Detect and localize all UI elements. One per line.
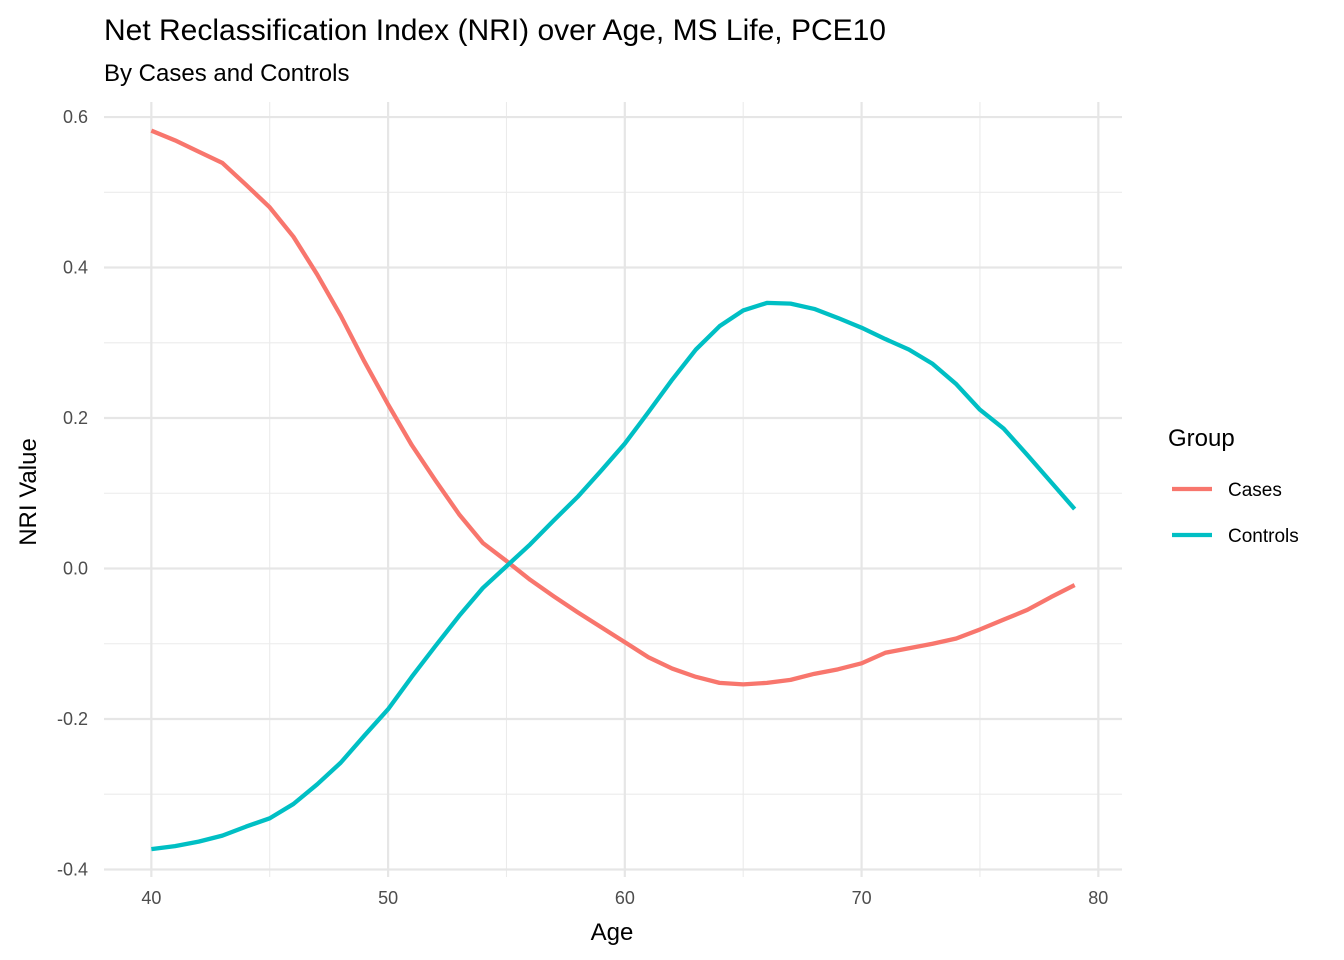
y-tick-label: -0.4 bbox=[57, 859, 88, 879]
y-axis-title: NRI Value bbox=[15, 438, 42, 546]
x-tick-label: 50 bbox=[378, 888, 398, 908]
x-axis-title: Age bbox=[591, 919, 634, 946]
y-tick-label: 0.6 bbox=[63, 107, 88, 127]
x-tick-label: 40 bbox=[141, 888, 161, 908]
series-line-cases bbox=[150, 128, 1076, 687]
y-axis-ticks: -0.4 -0.2 0.0 0.2 0.4 0.6 bbox=[57, 107, 88, 879]
grid-lines bbox=[104, 102, 1122, 877]
x-tick-label: 60 bbox=[615, 888, 635, 908]
chart-subtitle: By Cases and Controls bbox=[104, 60, 349, 87]
x-axis-ticks: 40 50 60 70 80 bbox=[141, 888, 1108, 908]
legend: Group Cases Controls bbox=[1168, 425, 1299, 547]
legend-label-cases: Cases bbox=[1228, 480, 1282, 501]
y-tick-label: 0.2 bbox=[63, 408, 88, 428]
y-tick-label: 0.0 bbox=[63, 559, 88, 579]
series-lines bbox=[150, 128, 1077, 852]
y-tick-label: 0.4 bbox=[63, 258, 88, 278]
chart-title: Net Reclassification Index (NRI) over Ag… bbox=[104, 14, 886, 47]
legend-label-controls: Controls bbox=[1228, 526, 1299, 547]
legend-title: Group bbox=[1168, 425, 1235, 452]
y-tick-label: -0.2 bbox=[57, 709, 88, 729]
x-tick-label: 70 bbox=[852, 888, 872, 908]
x-tick-label: 80 bbox=[1088, 888, 1108, 908]
series-line-controls bbox=[151, 300, 1077, 852]
